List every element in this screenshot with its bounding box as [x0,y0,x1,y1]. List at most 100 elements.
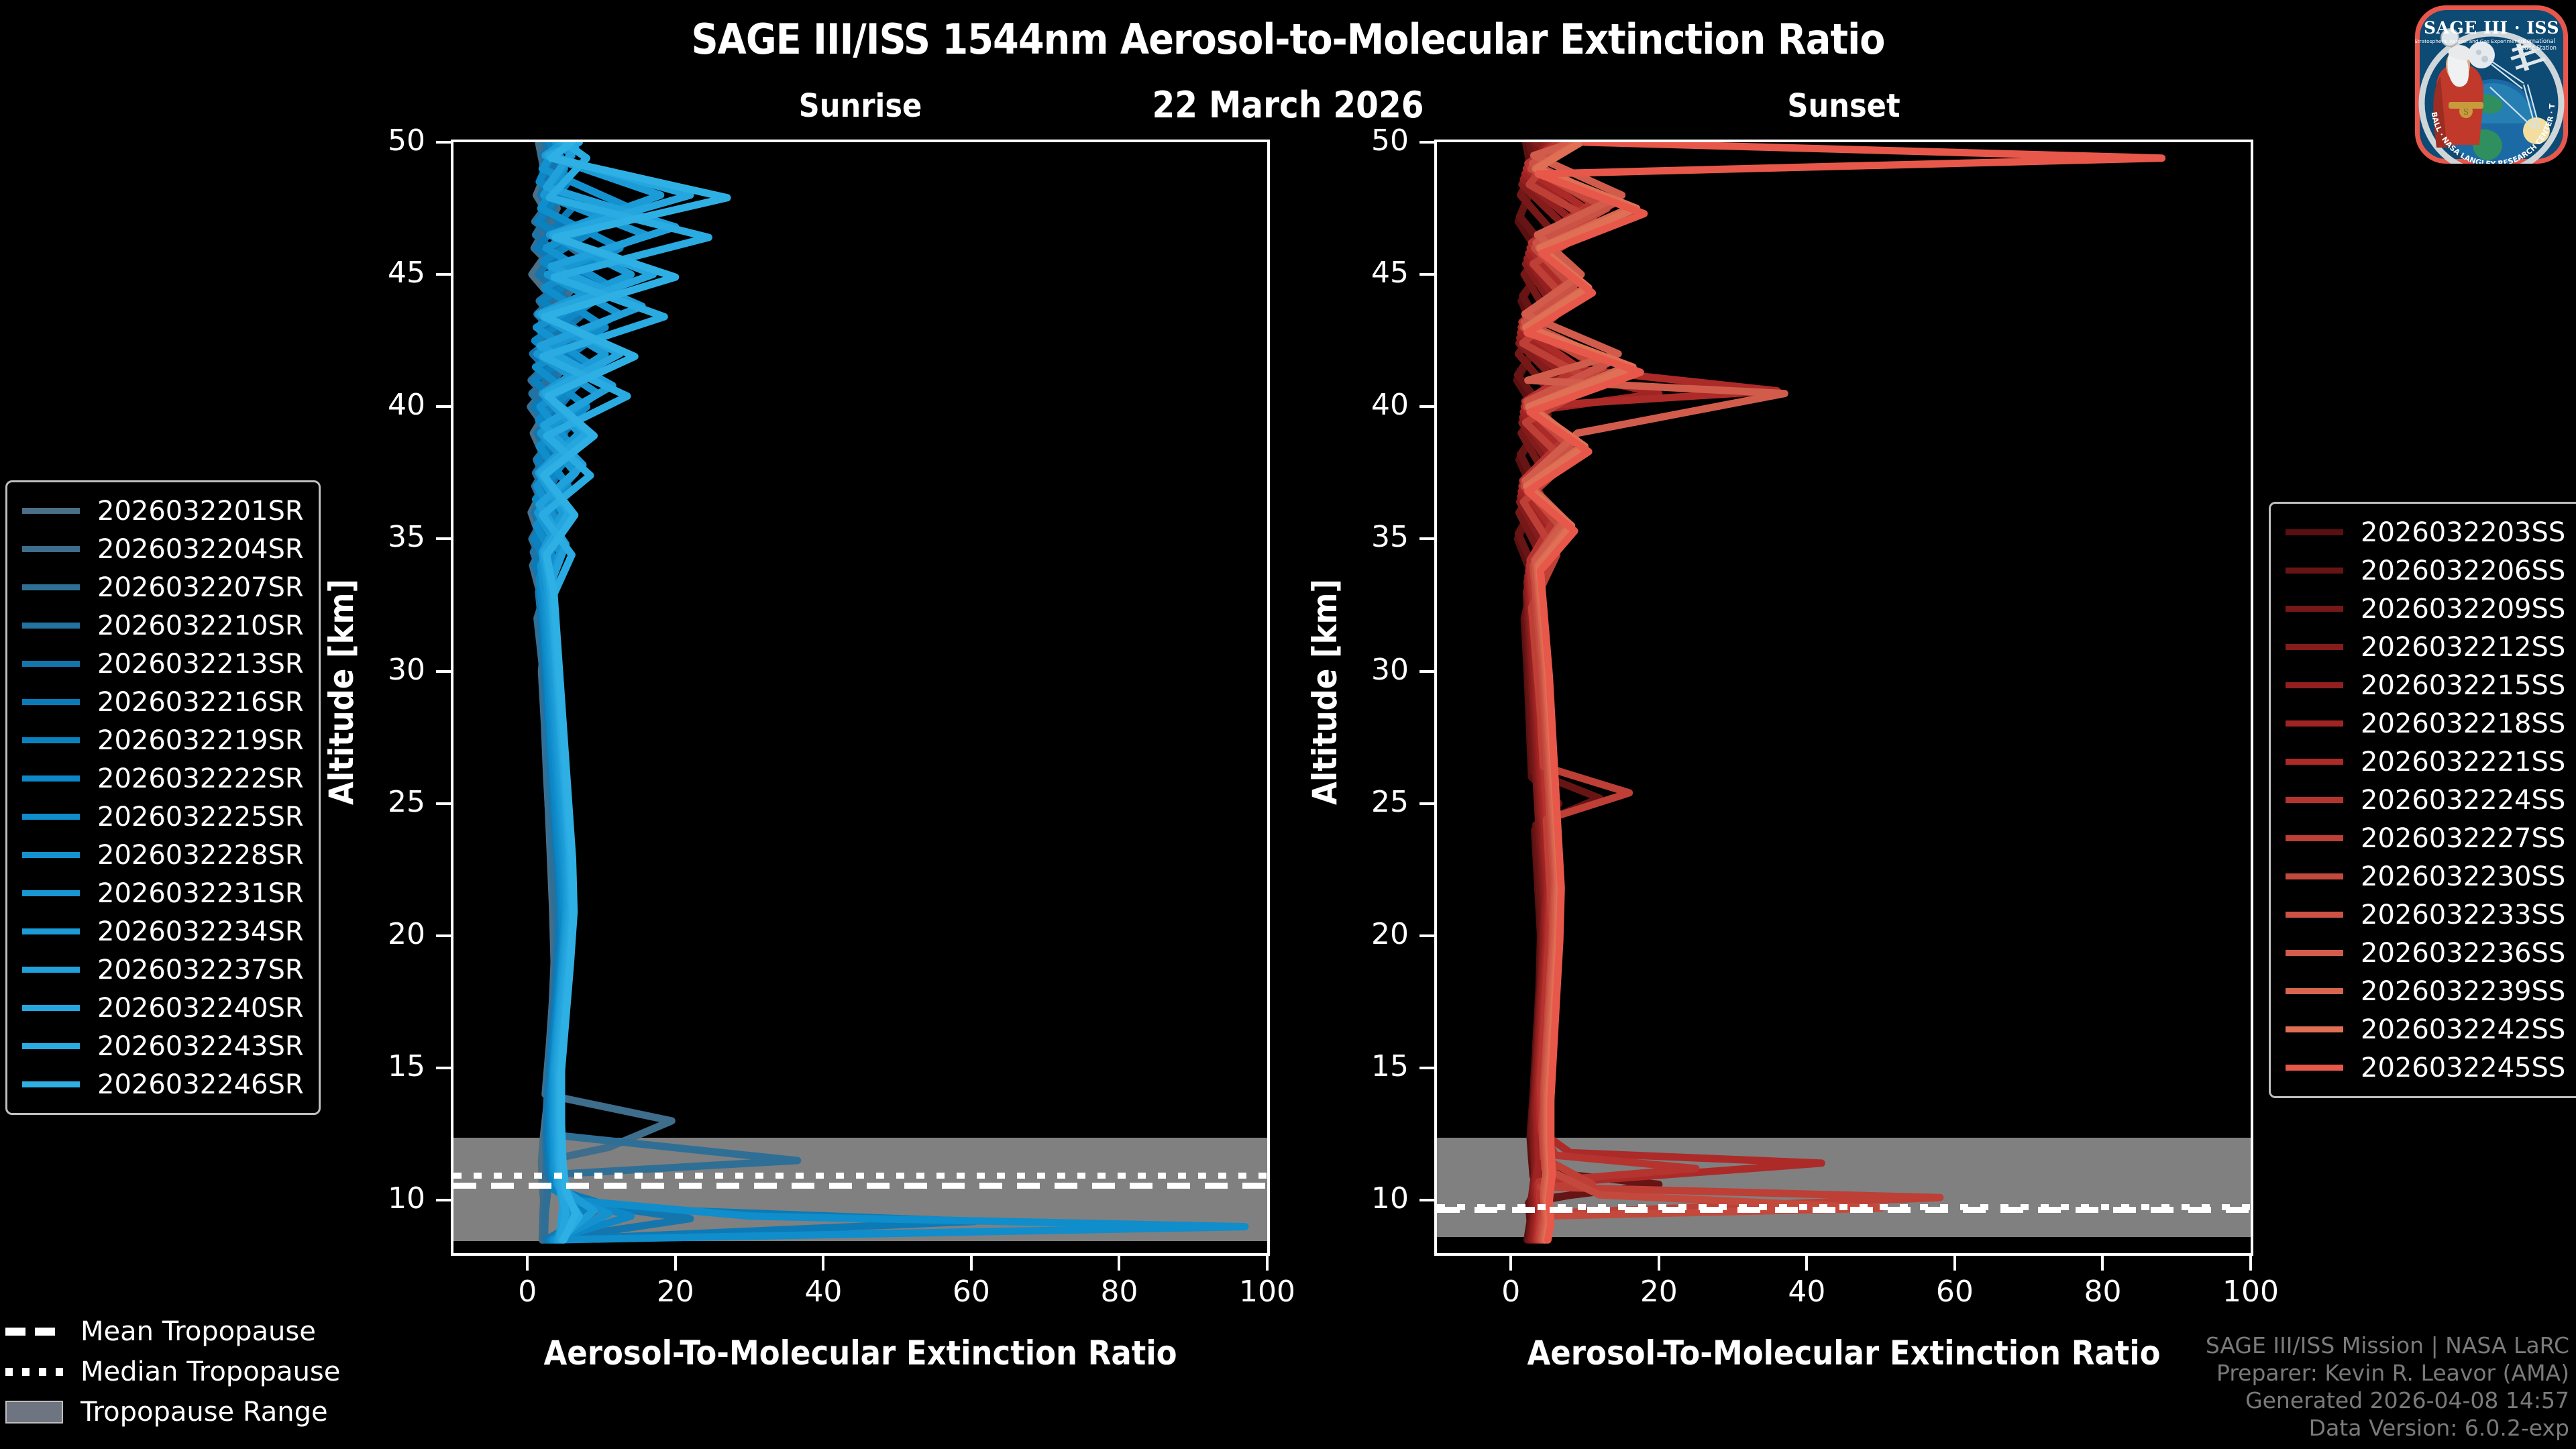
legend-color-swatch [2286,912,2343,918]
y-tick-label: 10 [1371,1181,1409,1216]
y-tick-label: 50 [1371,123,1409,158]
series-container-sunrise [527,142,1249,1244]
legend-item[interactable]: 2026032227SS [2286,819,2565,857]
y-tick [1419,669,1434,673]
legend-item-label: 2026032230SS [2361,861,2566,892]
legend-item[interactable]: 2026032239SS [2286,972,2565,1010]
plot-area-sunset [1434,140,2253,1256]
legend-item[interactable]: 2026032204SR [22,530,304,568]
y-tick [1419,1199,1434,1202]
legend-item[interactable]: 2026032216SR [22,683,304,721]
legend-item-label: 2026032201SR [97,495,304,527]
legend-item[interactable]: 2026032209SS [2286,590,2565,628]
legend-dotted-swatch [5,1368,63,1376]
legend-color-swatch [22,699,80,705]
legend-band-swatch [5,1401,63,1424]
x-axis-label-sunset: Aerosol-To-Molecular Extinction Ratio [1527,1334,2161,1373]
legend-item-tropopause: Median Tropopause [5,1352,340,1392]
legend-item[interactable]: 2026032234SR [22,912,304,951]
legend-item-label: 2026032246SR [97,1069,304,1100]
page-title: SAGE III/ISS 1544nm Aerosol-to-Molecular… [691,15,1886,64]
x-tick [526,1256,529,1271]
legend-color-swatch [2286,1065,2343,1071]
legend-color-swatch [22,775,80,782]
legend-item[interactable]: 2026032240SR [22,989,304,1027]
footer-line-preparer: Preparer: Kevin R. Leavor (AMA) [2216,1360,2569,1387]
x-tick [1953,1256,1956,1271]
legend-color-swatch [22,890,80,896]
sage-iii-iss-logo: S SAGE III · ISS Stratospheric Aerosol a… [2415,5,2568,164]
legend-color-swatch [22,623,80,629]
legend-item[interactable]: 2026032245SS [2286,1049,2565,1087]
logo-title: SAGE III · ISS [2424,18,2559,38]
x-tick [2249,1256,2252,1271]
legend-item[interactable]: 2026032222SR [22,759,304,798]
x-tick [1657,1256,1660,1271]
legend-item[interactable]: 2026032213SR [22,645,304,683]
legend-item[interactable]: 2026032215SS [2286,666,2565,704]
legend-sunset-events[interactable]: 2026032203SS 2026032206SS 2026032209SS 2026… [2269,502,2576,1098]
legend-item[interactable]: 2026032218SS [2286,704,2565,743]
legend-item[interactable]: 2026032201SR [22,492,304,530]
x-tick [1805,1256,1809,1271]
legend-item[interactable]: 2026032246SR [22,1065,304,1104]
panel-title-sunrise: Sunrise [798,87,922,125]
legend-item-label: 2026032204SR [97,533,304,565]
y-tick [1419,1067,1434,1069]
legend-item[interactable]: 2026032236SS [2286,934,2565,972]
legend-item[interactable]: 2026032243SR [22,1027,304,1065]
legend-item-label: 2026032209SS [2361,593,2566,625]
legend-item[interactable]: 2026032228SR [22,836,304,874]
x-axis-label-sunrise: Aerosol-To-Molecular Extinction Ratio [543,1334,1177,1373]
x-tick-label: 0 [1501,1275,1521,1309]
legend-item[interactable]: 2026032221SS [2286,743,2565,781]
legend-item-tropopause: Mean Tropopause [5,1311,340,1352]
y-axis-label-sunrise: Altitude [km] [322,579,361,805]
legend-item-label: 2026032225SR [97,801,304,833]
y-tick [1419,802,1434,805]
legend-item[interactable]: 2026032203SS [2286,513,2565,551]
legend-item-label: 2026032242SS [2361,1014,2566,1045]
footer-line-generated: Generated 2026-04-08 14:57 [2245,1387,2569,1414]
legend-tropopause: Mean Tropopause Median Tropopause Tropopau… [5,1311,340,1432]
legend-color-swatch [22,508,80,514]
legend-item[interactable]: 2026032207SR [22,568,304,606]
y-tick-label: 40 [1371,388,1409,423]
legend-color-swatch [22,1081,80,1087]
legend-item[interactable]: 2026032224SS [2286,781,2565,819]
legend-item-label: 2026032237SR [97,954,304,985]
x-tick-label: 40 [1788,1275,1826,1309]
legend-item[interactable]: 2026032231SR [22,874,304,912]
legend-color-swatch [2286,606,2343,612]
footer-line-version: Data Version: 6.0.2-exp [2308,1415,2569,1442]
legend-sunrise-events[interactable]: 2026032201SR 2026032204SR 2026032207SR 2026… [5,480,321,1115]
y-tick [436,141,451,144]
panel-title-sunset: Sunset [1787,87,1900,125]
y-tick [1419,273,1434,276]
legend-item-label: 2026032221SS [2361,746,2566,777]
legend-item[interactable]: 2026032233SS [2286,896,2565,934]
legend-color-swatch [2286,720,2343,727]
legend-item[interactable]: 2026032237SR [22,951,304,989]
legend-item[interactable]: 2026032219SR [22,721,304,759]
series-container-sunset [1513,142,2166,1244]
series-line [540,142,731,1244]
legend-item[interactable]: 2026032206SS [2286,551,2565,590]
legend-item[interactable]: 2026032230SS [2286,857,2565,896]
legend-item[interactable]: 2026032225SR [22,798,304,836]
legend-item[interactable]: 2026032242SS [2286,1010,2565,1049]
logo-subtitle-right-2: Space Station [2518,44,2557,51]
legend-item-label: 2026032213SR [97,648,304,680]
legend-item-tropopause: Tropopause Range [5,1392,340,1432]
x-tick [822,1256,825,1271]
legend-item[interactable]: 2026032212SS [2286,628,2565,666]
x-tick [969,1256,973,1271]
x-tick [674,1256,677,1271]
x-tick [2101,1256,2104,1271]
plot-area-sunrise [451,140,1270,1256]
legend-item-label: 2026032216SR [97,686,304,718]
legend-color-swatch [2286,950,2343,956]
x-tick-label: 100 [1239,1275,1295,1309]
y-tick [436,273,451,276]
legend-item[interactable]: 2026032210SR [22,606,304,645]
